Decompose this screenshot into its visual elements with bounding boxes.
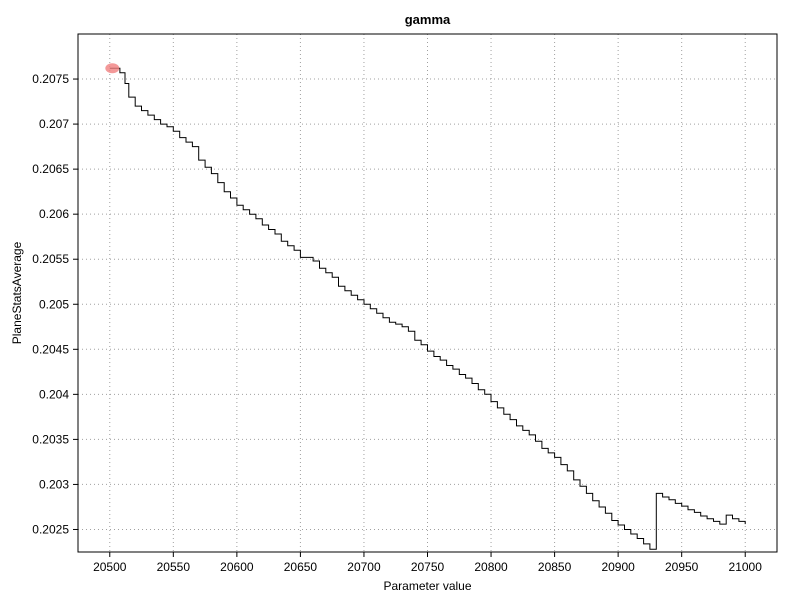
x-tick-label: 20700 bbox=[347, 560, 381, 574]
y-axis-label: PlaneStatsAverage bbox=[10, 241, 24, 344]
y-tick-label: 0.205 bbox=[39, 297, 69, 311]
y-tick-label: 0.206 bbox=[39, 207, 69, 221]
y-tick-label: 0.207 bbox=[39, 117, 69, 131]
x-tick-label: 20650 bbox=[284, 560, 318, 574]
x-tick-label: 20800 bbox=[474, 560, 508, 574]
x-tick-label: 20850 bbox=[538, 560, 572, 574]
x-tick-label: 20950 bbox=[665, 560, 699, 574]
y-tick-label: 0.2035 bbox=[32, 432, 69, 446]
y-tick-label: 0.204 bbox=[39, 387, 69, 401]
highlight-marker bbox=[105, 63, 120, 74]
x-tick-label: 20600 bbox=[220, 560, 254, 574]
axis-ticks: 20500 20550 20600 20650 20700 20750 20800 20850… bbox=[32, 72, 762, 574]
x-axis-label: Parameter value bbox=[383, 579, 471, 593]
y-tick-label: 0.2025 bbox=[32, 522, 69, 536]
series-line bbox=[109, 67, 746, 550]
x-tick-label: 21000 bbox=[729, 560, 763, 574]
x-tick-label: 20550 bbox=[157, 560, 191, 574]
y-tick-label: 0.203 bbox=[39, 477, 69, 491]
series-layer bbox=[105, 63, 746, 550]
x-tick-label: 20900 bbox=[601, 560, 635, 574]
y-tick-label: 0.2065 bbox=[32, 162, 69, 176]
y-tick-label: 0.2055 bbox=[32, 252, 69, 266]
grid bbox=[78, 34, 777, 552]
x-tick-label: 20500 bbox=[93, 560, 127, 574]
chart-title: gamma bbox=[405, 12, 451, 27]
y-tick-label: 0.2075 bbox=[32, 72, 69, 86]
x-tick-label: 20750 bbox=[411, 560, 445, 574]
y-tick-label: 0.2045 bbox=[32, 342, 69, 356]
